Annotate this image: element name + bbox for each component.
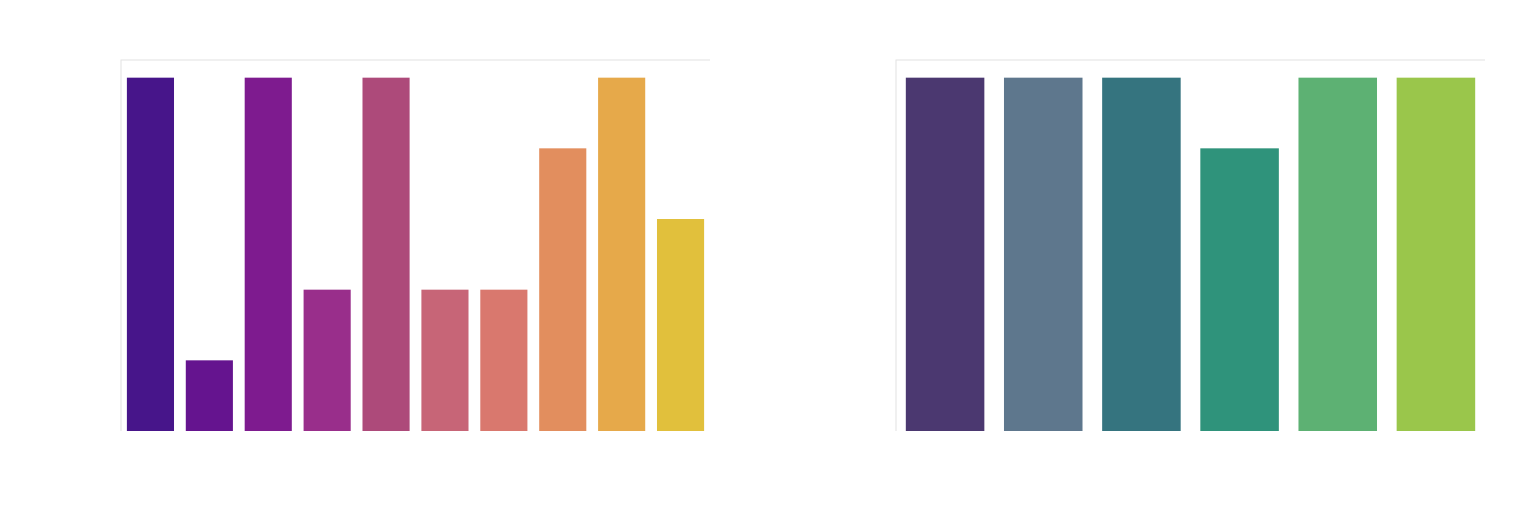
left-chart-bar-8 [539,148,587,431]
left-chart-bar-4 [303,289,351,431]
left-chart-bars [126,77,705,432]
right-chart-bar-4 [1200,148,1279,431]
left-bar-chart [120,59,710,432]
left-chart-bar-3 [244,77,292,432]
left-chart-bar-2 [185,360,233,431]
left-chart-bar-6 [421,289,469,431]
right-chart-bar-1 [905,77,985,432]
left-chart-bar-1 [126,77,175,432]
left-chart-axes-frame [120,59,710,431]
right-chart-bar-6 [1396,77,1476,432]
right-chart-axes-frame [895,59,1485,431]
right-chart-bars [905,77,1476,432]
right-chart-bar-2 [1003,77,1083,432]
left-chart-bar-7 [480,289,528,431]
left-chart-bar-10 [656,219,705,431]
left-chart-bar-9 [598,77,646,432]
right-bar-chart [895,59,1485,432]
right-chart-bar-3 [1102,77,1181,432]
left-chart-bar-5 [362,77,410,432]
right-chart-bar-5 [1298,77,1378,432]
